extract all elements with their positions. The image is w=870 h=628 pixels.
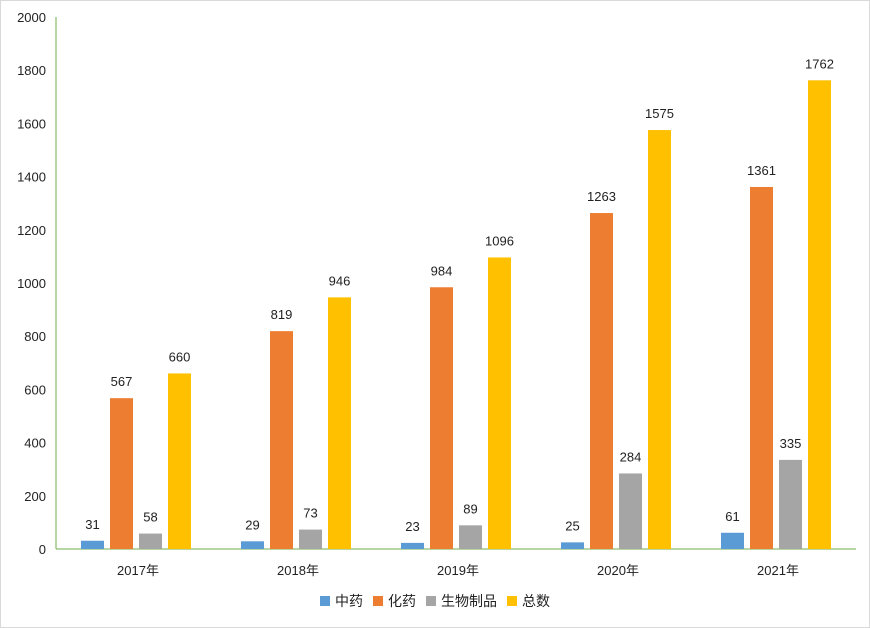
bar [139, 533, 162, 549]
data-label: 660 [169, 349, 191, 364]
data-label: 567 [111, 374, 133, 389]
legend: 中药 化药 生物制品 总数 [320, 593, 550, 609]
data-label: 946 [329, 273, 351, 288]
bar [648, 130, 671, 550]
data-label: 819 [271, 307, 293, 322]
data-label: 1096 [485, 233, 514, 248]
bar [241, 541, 264, 549]
bar [110, 398, 133, 549]
legend-label: 生物制品 [441, 593, 497, 609]
legend-swatch [373, 596, 383, 606]
bar [779, 459, 802, 549]
data-label: 23 [405, 519, 419, 534]
legend-swatch [320, 596, 330, 606]
bar [430, 287, 453, 549]
y-tick-label: 1000 [17, 276, 46, 291]
bar [488, 257, 511, 549]
legend-label: 化药 [388, 593, 416, 609]
y-tick-label: 200 [24, 489, 46, 504]
x-axis-ticks: 2017年 2018年 2019年 2020年 2021年 [117, 563, 799, 578]
bar [619, 473, 642, 549]
y-axis-ticks: 0 200 400 600 800 1000 1200 1400 1600 1800 2000 [17, 10, 46, 557]
data-label: 29 [245, 517, 259, 532]
y-tick-label: 1400 [17, 170, 46, 185]
bar [168, 373, 191, 549]
data-label: 73 [303, 506, 317, 521]
data-label: 1575 [645, 106, 674, 121]
legend-swatch [507, 596, 517, 606]
data-label: 58 [143, 510, 157, 525]
y-tick-label: 2000 [17, 10, 46, 25]
bars [81, 80, 831, 550]
data-label: 1263 [587, 189, 616, 204]
bar [750, 186, 773, 549]
y-tick-label: 1800 [17, 63, 46, 78]
bar [561, 542, 584, 549]
data-label: 335 [780, 436, 802, 451]
data-label: 89 [463, 501, 477, 516]
data-label: 61 [725, 509, 739, 524]
data-label: 25 [565, 518, 579, 533]
bar [270, 331, 293, 549]
data-label: 1361 [747, 163, 776, 178]
y-tick-label: 800 [24, 329, 46, 344]
bar [808, 80, 831, 550]
bar [299, 529, 322, 549]
data-label: 284 [620, 449, 642, 464]
x-tick-label: 2017年 [117, 563, 159, 578]
bar [721, 532, 744, 549]
bar [590, 213, 613, 550]
legend-label: 中药 [335, 593, 363, 609]
bar [328, 297, 351, 549]
data-label: 1762 [805, 56, 834, 71]
bar [459, 525, 482, 549]
y-tick-label: 400 [24, 436, 46, 451]
x-tick-label: 2021年 [757, 563, 799, 578]
y-tick-label: 0 [39, 542, 46, 557]
y-tick-label: 1600 [17, 116, 46, 131]
legend-swatch [426, 596, 436, 606]
x-tick-label: 2020年 [597, 563, 639, 578]
x-tick-label: 2019年 [437, 563, 479, 578]
data-label: 984 [431, 263, 453, 278]
x-tick-label: 2018年 [277, 563, 319, 578]
bar [81, 540, 104, 549]
data-labels: 31 567 58 660 29 819 73 946 23 984 89 1096 25 1263 284… [85, 56, 834, 534]
y-tick-label: 1200 [17, 223, 46, 238]
data-label: 31 [85, 517, 99, 532]
legend-label: 总数 [522, 593, 550, 609]
bar [401, 542, 424, 549]
y-tick-label: 600 [24, 382, 46, 397]
